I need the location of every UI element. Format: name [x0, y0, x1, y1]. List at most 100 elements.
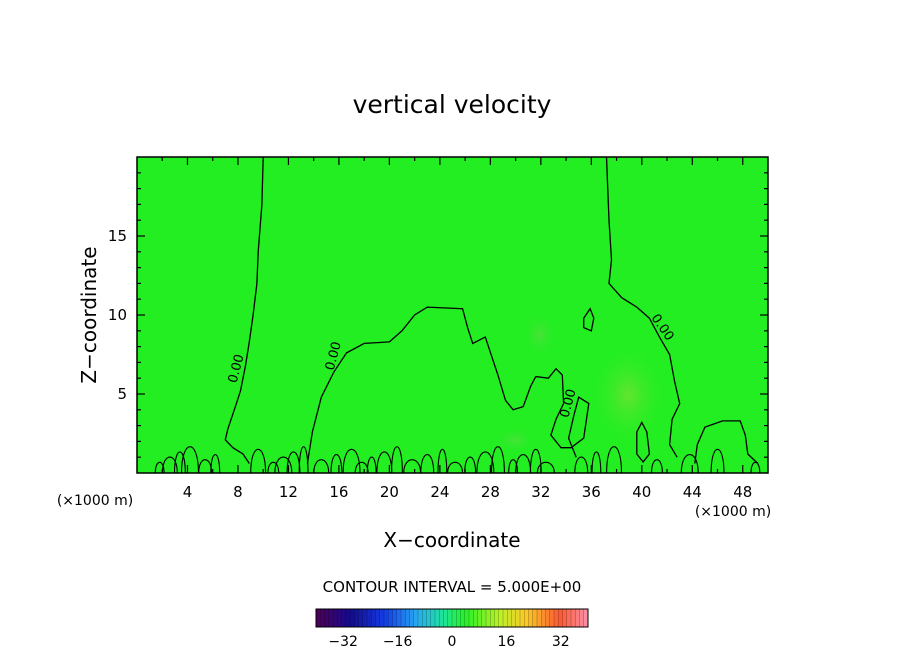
surface-contour: [650, 459, 663, 473]
x-tick-label: 44: [683, 483, 702, 501]
colorbar-cell: [494, 609, 500, 627]
x-tick-label: 32: [531, 483, 550, 501]
x-tick-label: 16: [329, 483, 348, 501]
colorbar-cell: [371, 609, 376, 627]
colorbar-cell: [571, 609, 576, 627]
surface-contour: [536, 461, 555, 473]
colorbar-cell: [392, 609, 398, 627]
colorbar-cell: [439, 609, 444, 627]
x-tick-label: 40: [632, 483, 651, 501]
surface-contour: [464, 456, 477, 473]
y-axis-label: Z−coordinate: [77, 246, 101, 383]
field-highlight: [522, 310, 558, 360]
contour-line: [583, 307, 595, 332]
colorbar-cell: [473, 609, 478, 627]
colorbar-cell: [354, 609, 359, 627]
surface-contour: [420, 453, 435, 473]
colorbar-cell: [575, 609, 580, 627]
colorbar-tick-labels: −32 −16 0 16 32: [328, 634, 569, 650]
surface-contour: [342, 449, 361, 473]
x-tick-label: 28: [481, 483, 500, 501]
colorbar-cell: [490, 609, 495, 627]
surface-contour: [180, 446, 200, 473]
chart-title: vertical velocity: [353, 90, 552, 119]
surface-contour: [606, 446, 623, 473]
colorbar-cell: [447, 609, 453, 627]
colorbar-cell: [515, 609, 521, 627]
colorbar-cell: [456, 609, 461, 627]
contour-line: [605, 157, 681, 458]
colorbar-cell: [426, 609, 432, 627]
colorbar-cell: [558, 609, 563, 627]
colorbar-cell: [401, 609, 406, 627]
surface-contour: [574, 456, 589, 473]
contour-interval-text: CONTOUR INTERVAL = 5.000E+00: [323, 578, 582, 596]
field-highlight: [493, 426, 537, 454]
surface-contour: [267, 461, 280, 473]
surface-contour: [508, 459, 519, 473]
colorbar-cell: [396, 609, 402, 627]
colorbar-cell: [503, 609, 508, 627]
colorbar-cell: [405, 609, 410, 627]
colorbar-cell: [409, 609, 415, 627]
colorbar-cell: [333, 609, 338, 627]
contour-line: [224, 157, 264, 464]
colorbar-cell: [498, 609, 504, 627]
colorbar-cell: [384, 609, 389, 627]
colorbar-tick-label: −16: [383, 634, 413, 650]
colorbar-frame: [315, 608, 589, 628]
contour-line: [636, 421, 651, 463]
colorbar-cell: [345, 609, 351, 627]
x-unit-left: (×1000 m): [57, 493, 133, 509]
surface-contour: [390, 446, 403, 473]
colorbar-cell: [511, 609, 517, 627]
surface-contour: [490, 446, 505, 473]
colorbar: [315, 608, 589, 628]
x-tick-label: 24: [430, 483, 449, 501]
colorbar-cell: [520, 609, 525, 627]
colorbar-cell: [583, 609, 589, 627]
colorbar-cell: [481, 609, 487, 627]
surface-contour: [437, 449, 448, 473]
colorbar-cell: [541, 609, 546, 627]
colorbar-cell: [452, 609, 457, 627]
colorbar-cell: [422, 609, 427, 627]
contour-label: 0.00: [558, 388, 580, 420]
x-axis-ticks: 4 8 12 16 20 24 28 32 36 40 44 48: [161, 157, 752, 501]
surface-contour: [298, 446, 309, 473]
surface-contour: [154, 461, 165, 473]
colorbar-cell: [341, 609, 347, 627]
colorbar-cell: [443, 609, 449, 627]
y-tick-label: 15: [108, 227, 127, 245]
x-unit-right: (×1000 m): [695, 504, 771, 520]
surface-contour: [250, 449, 267, 473]
colorbar-cell: [379, 609, 385, 627]
colorbar-cell: [324, 609, 330, 627]
colorbar-cell: [524, 609, 529, 627]
x-axis-label: X−coordinate: [383, 528, 520, 552]
field-highlights: [493, 310, 668, 454]
surface-contour: [750, 461, 761, 473]
colorbar-cell: [460, 609, 466, 627]
y-axis-ticks: 5 10 15: [108, 172, 768, 458]
colorbar-cell: [413, 609, 419, 627]
surface-contour: [403, 459, 422, 473]
colorbar-cell: [320, 609, 325, 627]
colorbar-cell: [362, 609, 368, 627]
colorbar-cell: [566, 609, 572, 627]
colorbar-tick-label: 16: [497, 634, 515, 650]
colorbar-cell: [554, 609, 559, 627]
colorbar-cell: [358, 609, 364, 627]
zero-contours: [224, 157, 759, 464]
surface-contour: [161, 456, 178, 473]
surface-contour: [680, 454, 699, 473]
colorbar-cell: [388, 609, 393, 627]
colorbar-cell: [477, 609, 483, 627]
surface-contour: [710, 449, 725, 473]
x-tick-label: 20: [380, 483, 399, 501]
colorbar-cell: [435, 609, 440, 627]
y-tick-label: 10: [108, 306, 127, 324]
contour-line: [306, 306, 590, 464]
plot-field: [137, 157, 768, 473]
colorbar-tick-label: −32: [328, 634, 358, 650]
